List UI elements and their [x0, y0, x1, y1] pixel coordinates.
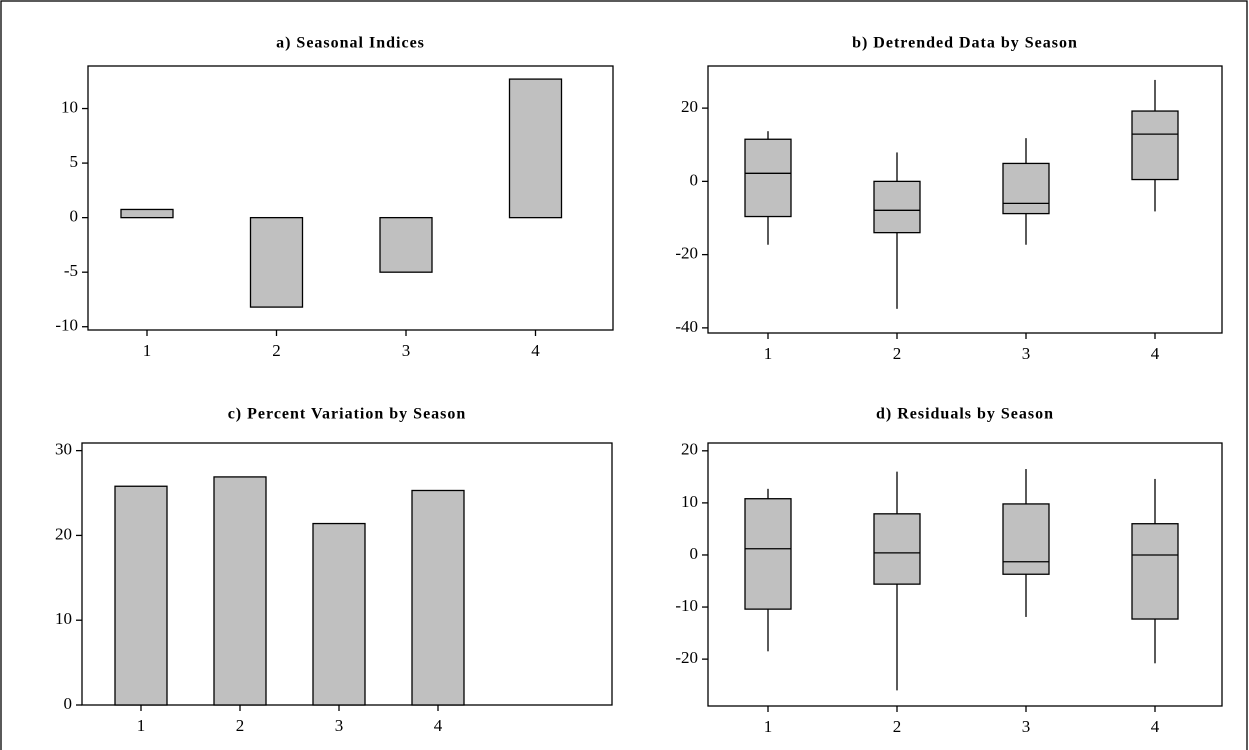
x-tick-label: 2	[272, 341, 281, 360]
y-tick-label: 10	[681, 492, 698, 511]
x-tick-label: 3	[1022, 717, 1031, 736]
box	[873, 180, 921, 234]
y-tick-label: 10	[55, 609, 72, 628]
y-tick-label: 20	[55, 524, 72, 543]
y-tick-label: -20	[675, 244, 698, 263]
y-tick-label: 0	[64, 694, 73, 713]
x-tick-label: 3	[1022, 344, 1031, 363]
y-tick-label: 20	[681, 97, 698, 116]
bar	[249, 216, 304, 308]
bar	[508, 78, 563, 219]
bar	[120, 208, 174, 219]
box	[744, 498, 792, 610]
chart-title: d) Residuals by Season	[876, 406, 1054, 423]
chart-title: a) Seasonal Indices	[276, 35, 425, 52]
plot-frame	[87, 65, 614, 331]
x-tick-label: 4	[531, 341, 540, 360]
x-tick-label: 1	[764, 717, 773, 736]
bar	[379, 216, 433, 273]
x-tick-label: 4	[1151, 344, 1160, 363]
y-tick-label: -5	[64, 261, 78, 280]
chart-title: c) Percent Variation by Season	[228, 406, 467, 423]
x-tick-label: 2	[893, 344, 902, 363]
box	[1002, 162, 1050, 215]
x-tick-label: 1	[764, 344, 773, 363]
plot-frame	[707, 65, 1223, 334]
x-tick-label: 3	[335, 716, 344, 735]
y-tick-label: -20	[675, 648, 698, 667]
x-tick-label: 2	[236, 716, 245, 735]
plot-frame	[707, 442, 1223, 707]
x-tick-label: 4	[1151, 717, 1160, 736]
y-tick-label: 0	[690, 170, 699, 189]
y-tick-label: 20	[681, 440, 698, 459]
bar	[312, 522, 366, 706]
box	[1002, 503, 1050, 575]
x-tick-label: 1	[143, 341, 152, 360]
x-tick-label: 1	[137, 716, 146, 735]
bar	[411, 489, 465, 706]
y-tick-label: 0	[690, 544, 699, 563]
bar	[213, 476, 267, 706]
y-tick-label: 0	[70, 207, 79, 226]
y-tick-label: -40	[675, 317, 698, 336]
y-tick-label: -10	[55, 316, 78, 335]
x-tick-label: 4	[434, 716, 443, 735]
y-tick-label: -10	[675, 596, 698, 615]
x-tick-label: 2	[893, 717, 902, 736]
box	[1131, 110, 1179, 181]
box	[873, 513, 921, 585]
chart-title: b) Detrended Data by Season	[852, 35, 1078, 52]
box	[744, 138, 792, 218]
box	[1131, 523, 1179, 620]
y-tick-label: 5	[70, 152, 79, 171]
y-tick-label: 30	[55, 440, 72, 459]
x-tick-label: 3	[402, 341, 411, 360]
y-tick-label: 10	[61, 97, 78, 116]
bar	[114, 485, 168, 706]
